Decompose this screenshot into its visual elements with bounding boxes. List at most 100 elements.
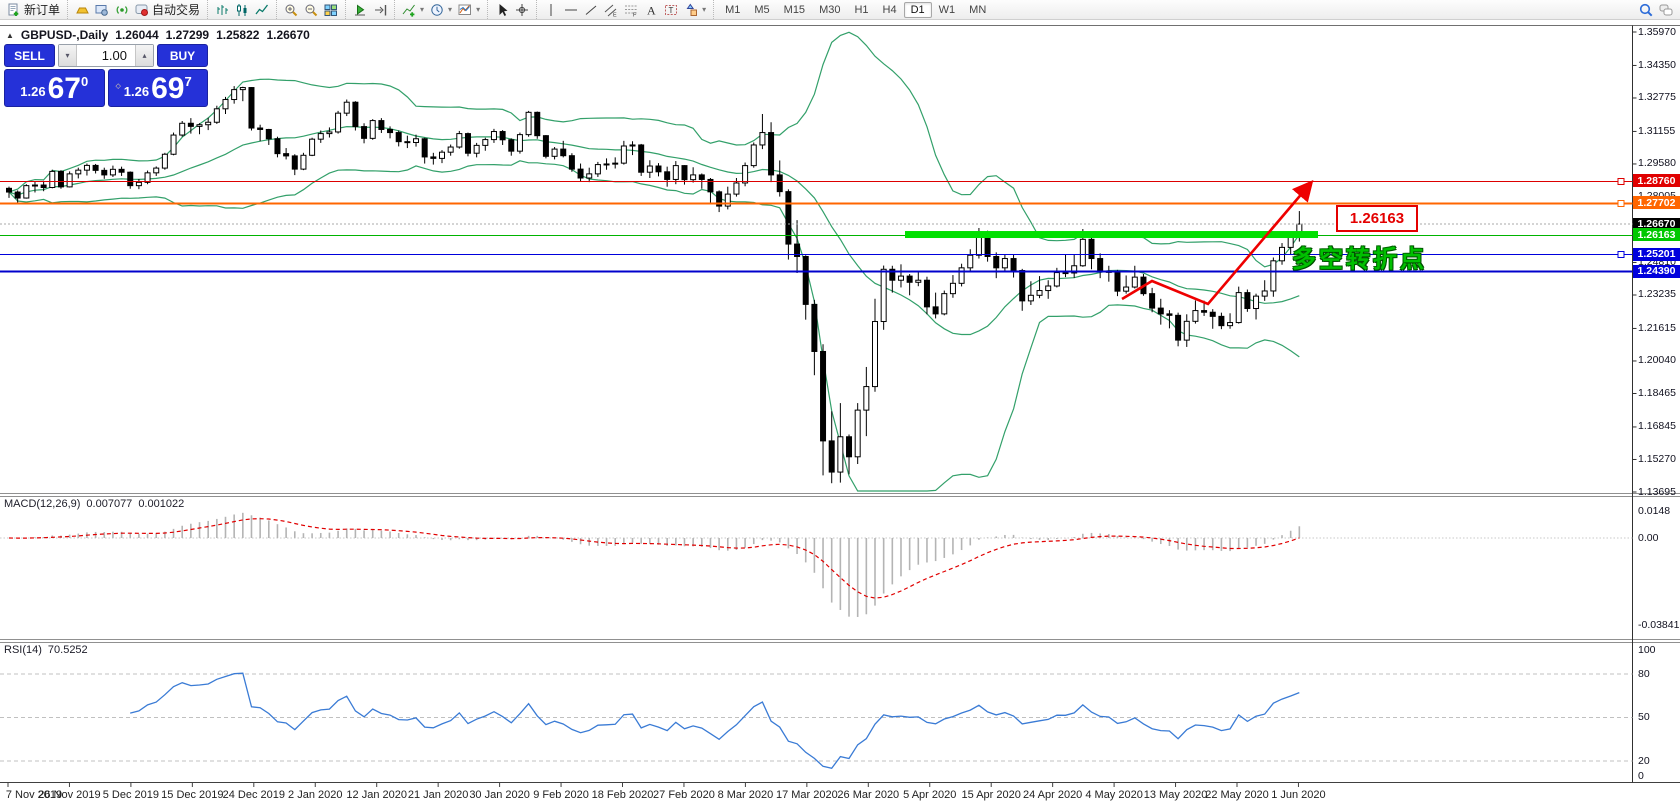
line-handle[interactable] [1617,200,1625,207]
trendline-button[interactable] [581,2,601,18]
buy-price-display[interactable]: ◇ 1.26 69 7 [107,69,208,107]
date-axis-ticks [7,782,1299,787]
trend-arrow[interactable] [1121,180,1314,306]
dropdown-arrow-icon[interactable]: ▾ [476,5,481,14]
timeframe-button-d1[interactable]: D1 [903,1,932,18]
toolbar-group: 自动交易 [67,0,207,19]
horizontal-line-icon [565,9,578,10]
buy-price-pip: 7 [184,74,192,89]
timeframe-button-m15[interactable]: M15 [783,3,806,16]
search-icon [1639,3,1653,16]
rsi-line [130,672,1300,770]
volume-decrease-button[interactable]: ▾ [59,45,77,66]
chart-shift-icon [375,4,387,15]
sell-price-prefix: 1.26 [20,84,46,99]
zoom-in-button[interactable] [281,2,301,18]
text-button[interactable]: A [641,2,661,18]
timeframe-button-h1[interactable]: H1 [854,3,869,16]
fibonacci-button[interactable]: F [621,2,641,18]
terminal-button[interactable] [92,2,112,18]
sell-button[interactable]: SELL [4,44,55,67]
toolbar-group [276,0,345,19]
volume-stepper[interactable]: ▾ 1.00 ▴ [58,44,154,67]
turning-point-annotation[interactable]: 多空转折点 [1292,246,1427,273]
crosshair-button[interactable] [512,2,532,18]
buy-price-big: 69 [151,72,185,106]
horizontal-line-button[interactable] [561,2,581,18]
trendline-icon [585,5,597,15]
volume-increase-button[interactable]: ▴ [135,45,153,66]
svg-text:T: T [669,6,674,15]
svg-text:E: E [613,12,617,17]
periods-button[interactable]: ▾ [427,2,455,18]
dropdown-arrow-icon[interactable]: ▾ [420,5,425,14]
text-icon: A [647,3,656,17]
horizontal-level-lines[interactable] [0,178,1633,273]
toolbar-group [345,0,394,19]
support-band[interactable] [905,231,1318,239]
sell-price-display[interactable]: 1.26 67 0 [4,69,105,107]
add-indicator-icon [402,4,415,17]
tile-windows-icon [324,4,338,16]
vertical-line-button[interactable] [541,2,561,18]
main-toolbar: 新订单 自动交易 ▾ ▾ ▾ E F A T ▾ M1 M5 M15 M30 H1 H4 D1 W1 MN [0,0,1680,20]
timeframe-button-w1[interactable]: W1 [938,3,956,16]
volume-input[interactable]: 1.00 [101,48,127,63]
gold-icon [76,7,89,13]
new-order-button[interactable]: 新订单 [4,0,63,19]
candlestick-series [6,86,1303,484]
templates-button[interactable]: ▾ [455,2,483,18]
sell-price-big: 67 [47,72,81,106]
cursor-button[interactable] [492,2,512,18]
signals-button[interactable] [112,2,132,18]
shapes-button[interactable]: ▾ [681,2,709,18]
candlestick-chart-button[interactable] [232,2,252,18]
zoom-in-icon [285,4,298,16]
new-order-icon [8,3,19,16]
line-handle[interactable] [1617,251,1625,258]
chat-icon [1659,4,1673,15]
rsi-panel [0,672,1633,770]
line-chart-icon [255,4,269,14]
chat-button[interactable] [1656,2,1676,18]
channel-button[interactable]: E [601,2,621,18]
auto-scroll-button[interactable] [350,2,370,18]
dropdown-arrow-icon[interactable]: ▾ [448,5,453,14]
line-handle[interactable] [1617,178,1625,185]
line-chart-button[interactable] [252,2,272,18]
timeframe-button-m30[interactable]: M30 [819,3,841,16]
timeframe-button-m1[interactable]: M1 [725,3,741,16]
sell-price-pip: 0 [80,74,89,89]
zoom-out-icon [305,4,318,16]
toolbar-group [207,0,276,19]
gold-button[interactable] [72,2,92,18]
toolbar-group [487,0,536,19]
timeframe-toolbar: M1 M5 M15 M30 H1 H4 D1 W1 MN [713,0,997,19]
autotrade-button[interactable]: 自动交易 [132,0,203,19]
dropdown-arrow-icon[interactable]: ▾ [702,5,707,14]
bar-chart-button[interactable] [212,2,232,18]
buy-button[interactable]: BUY [157,44,208,67]
search-button[interactable] [1636,2,1656,18]
tile-windows-button[interactable] [321,2,341,18]
channel-icon: E [604,4,617,17]
macd-signal-line [8,518,1300,599]
buy-price-prefix: 1.26 [123,84,150,99]
timeframe-button-m5[interactable]: M5 [754,3,770,16]
add-indicator-button[interactable]: ▾ [399,2,427,18]
timeframe-button-mn[interactable]: MN [969,3,987,16]
terminal-icon [95,4,108,16]
zoom-out-button[interactable] [301,2,321,18]
direction-marker-icon: ◇ [115,83,121,90]
svg-text:F: F [633,12,637,17]
auto-scroll-icon [355,4,366,15]
chart-shift-button[interactable] [370,2,390,18]
support-price-callout[interactable]: 1.26163 [1336,205,1418,232]
bar-chart-icon [217,4,229,15]
svg-text:A: A [647,3,656,17]
text-label-button[interactable]: T [661,2,681,18]
text-label-icon: T [665,4,678,15]
timeframe-button-h4[interactable]: H4 [882,3,897,16]
